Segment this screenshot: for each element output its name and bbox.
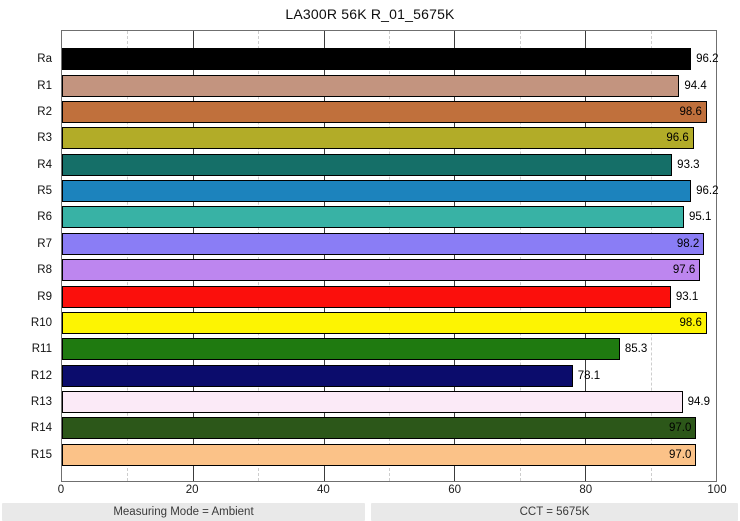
- bar-R4: [62, 153, 673, 176]
- value-label-R15: 97.0: [668, 448, 692, 461]
- x-tick-label-40: 40: [316, 484, 330, 496]
- value-label-R6: 95.1: [688, 211, 712, 224]
- x-tick-label-0: 0: [57, 484, 65, 496]
- gridline-minor-90: [650, 31, 652, 481]
- bar-Ra: [62, 48, 692, 71]
- bar-row-R13: R13 94.9: [31, 389, 716, 415]
- value-label-Ra: 96.2: [696, 53, 719, 66]
- bar-R14: [62, 417, 697, 440]
- plot-area: Ra 96.2 R1 94.4 R2 98.6 R3 96.6 R4 93.3 R5 96.2 R6 95…: [31, 30, 719, 482]
- bar-row-R5: R5 96.2: [37, 178, 719, 204]
- value-label-R7: 98.2: [676, 237, 700, 250]
- value-label-R9: 93.1: [675, 290, 699, 303]
- gridline-major-40: [323, 31, 325, 481]
- x-tick-label-80: 80: [579, 484, 593, 496]
- category-label-R2: R2: [37, 105, 52, 118]
- value-label-R1: 94.4: [684, 79, 707, 92]
- bar-R3: [62, 127, 694, 150]
- bar-row-R12: R12 78.1: [31, 363, 716, 389]
- category-label-R12: R12: [30, 369, 52, 382]
- category-label-R13: R13: [30, 396, 52, 409]
- gridline-major-20: [192, 31, 194, 481]
- bar-row-R9: R9 93.1: [37, 283, 716, 309]
- bar-R5: [62, 180, 692, 203]
- category-label-R6: R6: [37, 211, 52, 224]
- bar-row-Ra: Ra 96.2: [37, 46, 719, 72]
- x-tick-label-60: 60: [448, 484, 461, 496]
- bar-R13: [62, 391, 683, 414]
- bar-R1: [62, 74, 680, 97]
- gridline-minor-10: [127, 31, 129, 481]
- value-label-R14: 97.0: [668, 422, 692, 435]
- value-label-R8: 97.6: [672, 264, 696, 277]
- gridline-major-60: [454, 31, 456, 481]
- bar-row-R14: R14 97.0: [31, 415, 716, 441]
- bar-R12: [62, 364, 573, 387]
- gridline-minor-70: [519, 31, 521, 481]
- value-label-R5: 96.2: [696, 185, 719, 198]
- bar-R10: [62, 311, 707, 334]
- value-label-R2: 98.6: [679, 105, 702, 118]
- bar-row-R3: R3 96.6: [37, 125, 716, 151]
- bar-row-R1: R1 94.4: [37, 72, 716, 98]
- bar-row-R10: R10 98.6: [31, 310, 716, 336]
- x-tick-label-100: 100: [707, 484, 727, 496]
- bar-rows: Ra 96.2 R1 94.4 R2 98.6 R3 96.6 R4 93.3 R5 96.2 R6 95…: [31, 31, 719, 481]
- bar-row-R7: R7 98.2: [37, 231, 716, 257]
- footer-cct: CCT = 5675K: [371, 503, 738, 521]
- gridline-minor-50: [389, 31, 390, 481]
- bar-row-R15: R15 97.0: [31, 442, 716, 468]
- footer-measuring-mode: Measuring Mode = Ambient: [2, 503, 365, 521]
- category-label-R15: R15: [30, 448, 52, 461]
- bar-R11: [62, 338, 620, 361]
- chart-title: LA300R 56K R_01_5675K: [285, 6, 455, 22]
- value-label-R10: 98.6: [679, 316, 702, 329]
- category-label-R11: R11: [31, 343, 52, 356]
- value-label-R12: 78.1: [577, 369, 601, 382]
- bar-row-R2: R2 98.6: [37, 99, 716, 125]
- bar-R7: [62, 232, 705, 255]
- category-label-R4: R4: [37, 158, 52, 171]
- x-axis: 0 20 40 60 80 100: [0, 484, 740, 500]
- bar-row-R11: R11 85.3: [32, 336, 716, 362]
- category-label-R14: R14: [30, 422, 52, 435]
- bar-R2: [62, 100, 707, 123]
- grid-layer: [62, 31, 716, 481]
- category-label-Ra: Ra: [37, 53, 52, 66]
- bar-row-R8: R8 97.6: [37, 257, 716, 283]
- bar-row-R6: R6 95.1: [37, 204, 716, 230]
- value-label-R3: 96.6: [666, 132, 689, 145]
- x-tick-label-20: 20: [185, 484, 199, 496]
- bar-R9: [62, 285, 671, 308]
- value-label-R4: 93.3: [677, 158, 700, 171]
- category-label-R8: R8: [37, 264, 52, 277]
- value-label-R11: 85.3: [624, 343, 648, 356]
- category-label-R7: R7: [37, 237, 52, 250]
- category-label-R3: R3: [37, 132, 52, 145]
- category-label-R9: R9: [37, 290, 52, 303]
- gridline-minor-30: [258, 31, 260, 481]
- category-label-R5: R5: [37, 185, 52, 198]
- bar-R6: [62, 206, 684, 229]
- bar-R15: [62, 443, 697, 466]
- bar-row-R4: R4 93.3: [37, 152, 716, 178]
- gridline-major-80: [585, 31, 587, 481]
- category-label-R10: R10: [30, 316, 52, 329]
- value-label-R13: 94.9: [687, 396, 711, 409]
- category-label-R1: R1: [37, 79, 52, 92]
- bar-R8: [62, 259, 701, 282]
